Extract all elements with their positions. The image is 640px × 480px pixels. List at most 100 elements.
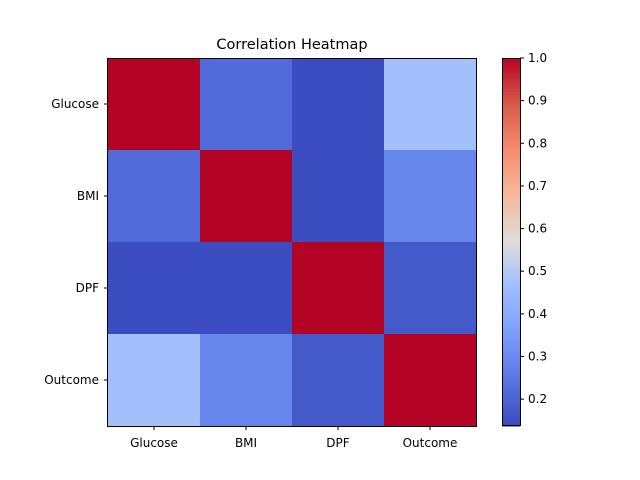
colorbar-segment [502,251,520,255]
x-tick-label: DPF [326,436,349,450]
colorbar-segment [502,143,520,148]
colorbar-segment [502,64,520,68]
colorbar-segment [502,192,520,197]
colorbar-segment [502,162,520,166]
heatmap-cell-glucose-bmi [200,58,293,151]
colorbar-segment [502,156,520,160]
colorbar-segment [502,128,520,133]
colorbar-segment [502,407,520,412]
colorbar-segment [502,315,520,320]
colorbar-segment [502,208,520,212]
colorbar-segment [502,85,520,90]
colorbar-segment [502,61,520,65]
colorbar-segment [502,58,520,62]
heatmap-cell-glucose-dpf [292,58,385,151]
colorbar-segment [502,340,520,344]
colorbar-segment [502,150,520,154]
heatmap-cell-glucose-outcome [384,58,477,151]
colorbar-segment [502,217,520,222]
colorbar-tick-label: 1.0 [528,51,547,65]
colorbar-segment [502,110,520,114]
heatmap-cell-outcome-glucose [108,334,201,427]
colorbar-segment [502,349,520,353]
colorbar-segment [502,398,520,403]
colorbar-segment [502,343,520,347]
colorbar-segment [502,303,520,307]
colorbar-segment [502,275,520,280]
heatmap-cells [108,58,477,427]
colorbar-segment [502,116,520,120]
colorbar-segment [502,389,520,393]
heatmap-cell-dpf-outcome [384,242,477,335]
colorbar-segment [502,245,520,249]
x-tick-label: BMI [235,436,257,450]
heatmap-cell-outcome-outcome [384,334,477,427]
colorbar-segment [502,202,520,206]
y-tick-label: Outcome [44,373,99,387]
colorbar-segment [502,171,520,176]
colorbar-segment [502,419,520,424]
colorbar-segment [502,370,520,375]
colorbar-segment [502,297,520,301]
colorbar-segment [502,318,520,323]
colorbar-segment [502,137,520,142]
colorbar-segment [502,288,520,292]
colorbar-segment [502,119,520,123]
heatmap-cell-glucose-glucose [108,58,201,151]
colorbar-segment [502,416,520,421]
y-axis: Glucose BMI DPF Outcome [44,97,108,387]
colorbar-segment [502,352,520,357]
colorbar-frame [502,58,521,426]
colorbar-segment [502,376,520,381]
heatmap-cell-bmi-outcome [384,150,477,243]
colorbar-segment [502,73,520,77]
colorbar-segment [502,291,520,295]
colorbar-segment [502,205,520,209]
colorbar-segment [502,386,520,390]
colorbar-tick-label: 0.7 [528,179,547,193]
colorbar-segment [502,91,520,96]
heatmap-cell-bmi-bmi [200,150,293,243]
colorbar-segment [502,232,520,237]
colorbar-segment [502,226,520,231]
colorbar-segment [502,364,520,369]
colorbar-segment [502,76,520,81]
y-tick-label: DPF [76,281,99,295]
colorbar-segment [502,104,520,108]
colorbar-segment [502,392,520,396]
colorbar-segment [502,294,520,298]
colorbar-segment [502,97,520,102]
heatmap-cell-outcome-bmi [200,334,293,427]
colorbar-segment [502,367,520,372]
colorbar-segment [502,88,520,93]
colorbar-segment [502,306,520,311]
colorbar-segment [502,309,520,314]
colorbar-segment [502,413,520,418]
colorbar-segment [502,220,520,225]
colorbar-segment [502,334,520,338]
colorbar-segment [502,131,520,136]
colorbar-segment [502,134,520,139]
colorbar-segment [502,281,520,286]
colorbar-tick-label: 0.9 [528,94,547,108]
colorbar-segment [502,401,520,406]
colorbar-segment [502,196,520,200]
colorbar-segment [502,284,520,289]
colorbar-tick-label: 0.5 [528,264,547,278]
colorbar-segment [502,380,520,384]
colorbar-segment [502,177,520,182]
y-tick-label: Glucose [51,97,99,111]
colorbar-segment [502,67,520,71]
colorbar-segment [502,125,520,130]
colorbar-segment [502,100,520,105]
colorbar-segment [502,346,520,350]
colorbar-segment [502,404,520,409]
colorbar-segment [502,238,520,243]
colorbar-segment [502,324,520,329]
colorbar-segment [502,180,520,185]
colorbar-segment [502,254,520,258]
colorbar-segment [502,214,520,219]
heatmap-cell-dpf-glucose [108,242,201,335]
colorbar-segment [502,186,520,191]
colorbar-segment [502,373,520,378]
